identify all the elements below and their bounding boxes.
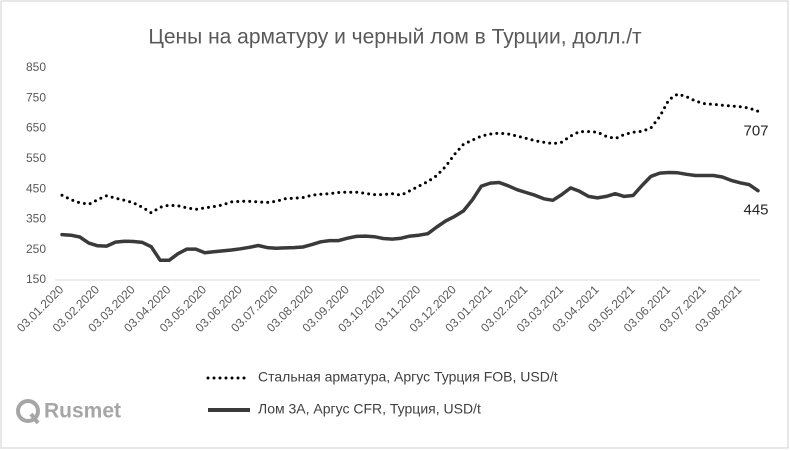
logo-icon	[16, 399, 40, 423]
legend-label: Лом 3А, Аргус CFR, Турция, USD/t	[258, 401, 481, 417]
legend-label: Стальная арматура, Аргус Турция FOB, USD…	[258, 369, 558, 385]
y-tick-label: 550	[26, 151, 46, 165]
data-label: 445	[743, 202, 768, 219]
y-tick-label: 450	[26, 181, 46, 195]
chart-title: Цены на арматуру и черный лом в Турции, …	[148, 26, 642, 49]
y-tick-label: 250	[26, 242, 46, 256]
series-line	[60, 92, 760, 215]
series-line	[60, 170, 760, 263]
logo-icon	[29, 412, 40, 425]
y-tick-label: 350	[26, 212, 46, 226]
y-tick-label: 750	[26, 90, 46, 104]
y-tick-label: 650	[26, 121, 46, 135]
logo-text: Rusmet	[44, 400, 121, 423]
y-tick-label: 150	[26, 272, 46, 286]
y-tick-label: 850	[26, 60, 46, 74]
logo: Rusmet	[16, 399, 121, 425]
data-label: 707	[743, 122, 768, 139]
